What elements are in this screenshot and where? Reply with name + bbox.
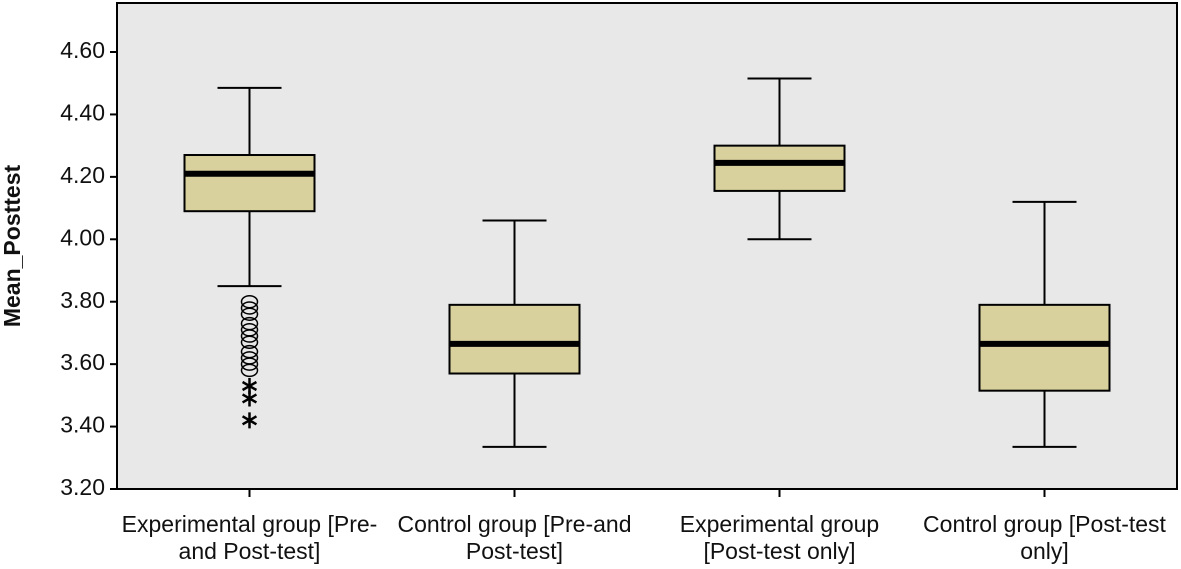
outlier (240, 301, 259, 315)
outlier (240, 335, 259, 350)
outlier (240, 307, 259, 321)
y-axis-label: Mean_Posttest (0, 164, 25, 327)
x-tick-label: Experimental group [Post-test only] (679, 511, 880, 564)
y-tick-label: 3.80 (60, 287, 105, 313)
x-tick-label: Experimental group [Pre-and Post-test] (121, 511, 378, 564)
box (713, 144, 846, 192)
outlier (240, 357, 259, 371)
extreme (241, 390, 258, 407)
y-tick-label: 3.40 (60, 412, 105, 438)
box (448, 303, 581, 375)
extreme (241, 412, 258, 429)
y-tick-label: 3.60 (60, 349, 105, 375)
y-tick-label: 4.00 (60, 224, 105, 250)
x-tick-label: Control group [Post-test only] (923, 511, 1166, 564)
outlier (240, 363, 259, 378)
y-tick-label: 3.20 (60, 474, 105, 500)
box (978, 303, 1111, 392)
outlier (240, 329, 259, 343)
x-tick-label: Control group [Pre-and Post-test] (397, 511, 632, 564)
y-tick-label: 4.60 (60, 37, 105, 63)
box (183, 154, 316, 213)
y-tick-label: 4.40 (60, 100, 105, 126)
plot-area (116, 2, 1178, 490)
y-tick-label: 4.20 (60, 162, 105, 188)
